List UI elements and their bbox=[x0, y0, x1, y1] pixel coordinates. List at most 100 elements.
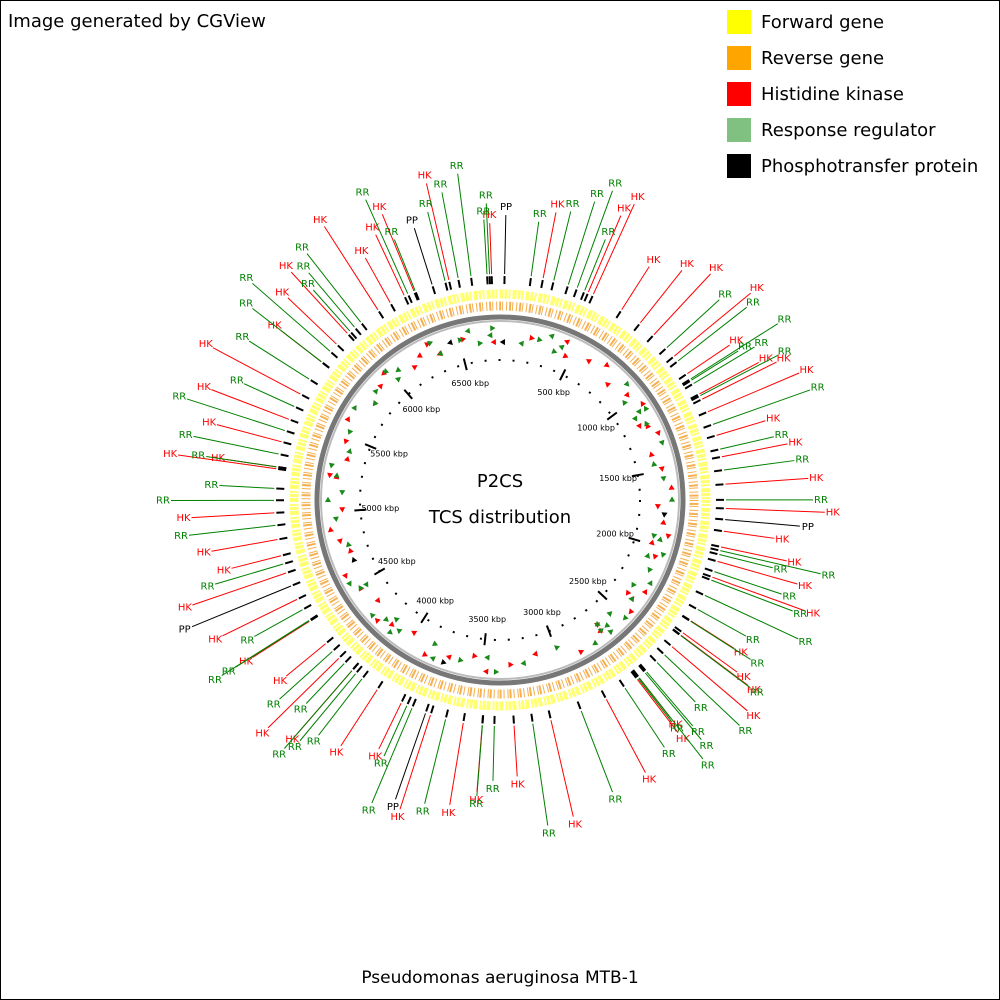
feature-tick bbox=[681, 615, 690, 622]
feature-label: RR bbox=[738, 342, 752, 353]
feature-label: RR bbox=[750, 659, 764, 670]
feature-line bbox=[682, 632, 738, 673]
feature-line bbox=[699, 362, 759, 395]
feature-marker bbox=[641, 589, 648, 596]
feature-marker bbox=[472, 652, 478, 659]
feature-label: RR bbox=[476, 206, 490, 217]
feature-line bbox=[287, 297, 337, 345]
feature-label: RR bbox=[608, 795, 622, 806]
feature-label: HK bbox=[418, 171, 433, 182]
tick-mark bbox=[606, 411, 618, 421]
feature-tick bbox=[646, 335, 654, 343]
tick-mark bbox=[403, 389, 413, 400]
feature-tick bbox=[470, 277, 474, 286]
feature-line bbox=[673, 292, 751, 357]
tick-label: 4500 kbp bbox=[378, 557, 416, 566]
feature-label: HK bbox=[788, 437, 803, 448]
feature-label: HK bbox=[631, 192, 646, 203]
feature-marker bbox=[339, 489, 346, 496]
feature-tick bbox=[572, 289, 578, 298]
feature-marker bbox=[328, 462, 335, 469]
feature-label: PP bbox=[406, 216, 418, 227]
feature-label: HK bbox=[617, 203, 632, 214]
feature-tick bbox=[361, 323, 368, 331]
feature-marker bbox=[558, 344, 565, 351]
feature-label: RR bbox=[793, 609, 807, 620]
feature-marker bbox=[342, 572, 348, 579]
feature-line bbox=[700, 354, 778, 397]
feature-label: HK bbox=[197, 382, 212, 393]
feature-marker bbox=[327, 526, 334, 533]
feature-line bbox=[693, 346, 755, 384]
feature-tick bbox=[540, 279, 544, 289]
feature-tick bbox=[356, 665, 363, 673]
feature-label: HK bbox=[176, 513, 191, 524]
feature-label: HK bbox=[826, 508, 841, 519]
tick-mark bbox=[364, 443, 377, 450]
feature-line bbox=[677, 306, 747, 362]
feature-line bbox=[222, 598, 298, 637]
feature-tick bbox=[528, 278, 532, 287]
feature-label: PP bbox=[179, 625, 191, 636]
feature-label: RR bbox=[307, 736, 321, 747]
feature-marker bbox=[447, 339, 453, 345]
feature-label: HK bbox=[390, 812, 405, 823]
feature-line bbox=[725, 519, 800, 527]
feature-tick bbox=[278, 466, 287, 470]
feature-line bbox=[580, 710, 613, 793]
feature-marker bbox=[622, 614, 629, 621]
feature-tick bbox=[583, 293, 589, 302]
feature-marker bbox=[347, 428, 354, 435]
feature-marker bbox=[536, 336, 543, 343]
feature-label: HK bbox=[313, 215, 328, 226]
feature-tick bbox=[710, 547, 719, 552]
feature-marker bbox=[370, 612, 376, 619]
feature-tick bbox=[350, 331, 358, 340]
feature-tick bbox=[639, 663, 647, 672]
feature-label: RR bbox=[590, 189, 604, 200]
feature-label: RR bbox=[434, 180, 448, 191]
feature-label: RR bbox=[608, 178, 622, 189]
feature-label: HK bbox=[746, 711, 761, 722]
feature-marker bbox=[562, 352, 569, 359]
feature-tick bbox=[615, 310, 622, 319]
feature-tick bbox=[444, 282, 449, 291]
feature-label: RR bbox=[179, 430, 193, 441]
feature-line bbox=[393, 239, 416, 291]
feature-label: RR bbox=[814, 495, 828, 506]
feature-line bbox=[375, 234, 405, 296]
feature-label: RR bbox=[222, 667, 236, 678]
feature-marker bbox=[606, 611, 613, 617]
feature-line bbox=[711, 579, 793, 612]
feature-marker bbox=[386, 628, 393, 635]
feature-marker bbox=[457, 337, 464, 344]
feature-tick bbox=[706, 434, 715, 440]
feature-label: HK bbox=[469, 795, 484, 806]
feature-marker bbox=[372, 400, 379, 407]
feature-line bbox=[587, 215, 622, 293]
feature-tick bbox=[703, 424, 712, 429]
feature-tick bbox=[547, 710, 552, 719]
feature-label: HK bbox=[202, 418, 217, 429]
feature-line bbox=[211, 389, 290, 420]
feature-label: HK bbox=[709, 263, 724, 274]
feature-marker bbox=[383, 368, 390, 374]
feature-marker bbox=[592, 639, 599, 646]
feature-line bbox=[719, 554, 773, 569]
feature-marker bbox=[332, 516, 339, 523]
feature-marker bbox=[660, 519, 667, 525]
feature-label: RR bbox=[450, 161, 464, 172]
feature-line bbox=[656, 662, 696, 703]
feature-tick bbox=[286, 430, 295, 435]
feature-line bbox=[530, 221, 540, 277]
feature-label: HK bbox=[676, 734, 691, 745]
feature-marker bbox=[628, 596, 635, 603]
feature-tick bbox=[711, 543, 720, 548]
feature-line bbox=[723, 530, 775, 539]
feature-label: HK bbox=[550, 200, 565, 211]
feature-label: HK bbox=[799, 365, 814, 376]
tick-label: 1500 kbp bbox=[599, 474, 637, 483]
feature-line bbox=[395, 713, 426, 800]
feature-marker bbox=[594, 620, 601, 627]
feature-tick bbox=[322, 362, 330, 369]
